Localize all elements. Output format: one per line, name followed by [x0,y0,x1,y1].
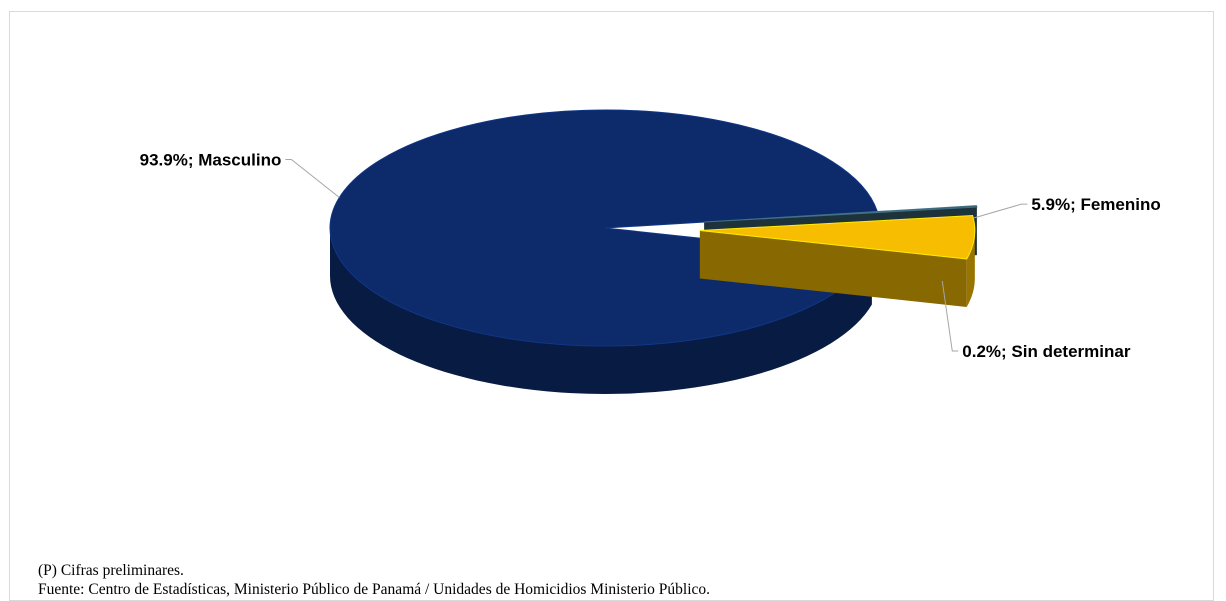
slice-top-face [704,205,978,223]
slice-top-face [329,109,879,347]
data-label-femenino: 5.9%; Femenino [1031,195,1160,214]
data-label-sin-determinar: 0.2%; Sin determinar [962,342,1131,361]
leader-line [941,280,959,352]
slice-side-wall [330,228,872,394]
slice-cut-face [699,230,967,307]
pie-chart: 93.9%; Masculino 5.9%; Femenino 0.2%; Sin … [140,109,1161,394]
data-label-masculino: 93.9%; Masculino [140,150,282,169]
slice-side-wall [966,230,975,307]
slice-top-face [699,215,976,260]
leader-line [285,158,340,198]
slice-femenino [699,215,976,307]
footnote-source: Fuente: Centro de Estadísticas, Minister… [38,581,711,598]
footnote-preliminary: (P) Cifras preliminares. [38,562,184,579]
slice-masculino [329,109,879,394]
leader-line [973,203,1028,219]
